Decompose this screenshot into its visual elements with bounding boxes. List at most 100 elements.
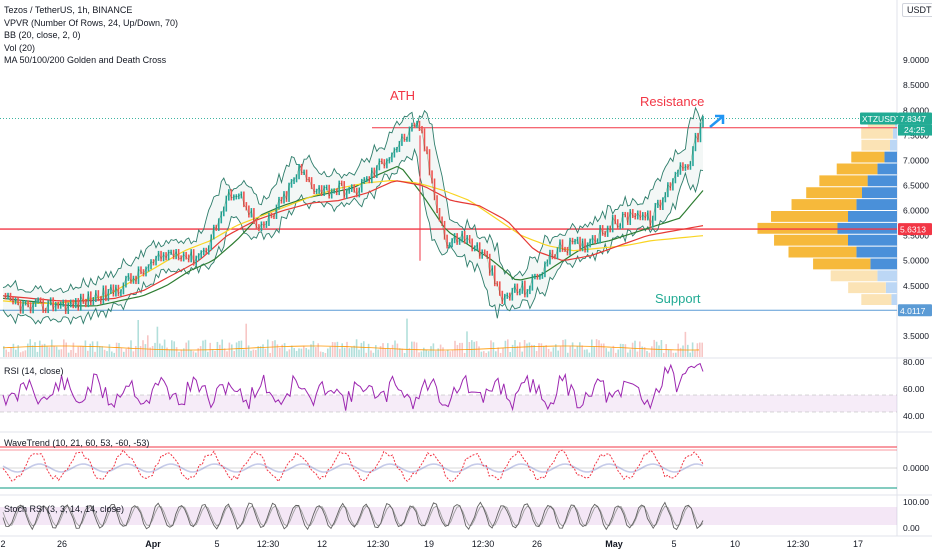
volume-bar [439,344,442,357]
volume-bar [43,343,46,357]
volume-bar [24,350,27,357]
rsi-pane-label[interactable]: RSI (14, close) [4,366,64,376]
volume-bar [372,352,375,357]
volume-bar [617,349,619,357]
volume-bar [550,351,552,357]
volume-bar [447,349,449,357]
volume-bar [593,346,595,357]
volume-bar [27,343,29,357]
volume-bar [75,352,77,357]
volume-bar [202,340,204,357]
volume-bar [77,346,79,357]
price-line [2,118,704,313]
volume-bar [485,352,487,357]
volume-bar [653,339,655,357]
volume-bar [444,350,447,357]
volume-bar [15,349,17,357]
legend-indicator[interactable]: BB (20, close, 2, 0) [4,30,81,40]
vp-up-bar [837,222,897,234]
volume-bar [70,349,72,357]
volume-bar [63,339,65,357]
legend-indicator[interactable]: Vol (20) [4,42,36,53]
time-tick-label: 10 [730,539,740,549]
vp-down-bar [861,294,892,305]
volume-bar [430,346,432,357]
volume-bar [151,345,154,357]
volume-bar [355,339,358,357]
volume-bar [113,352,115,357]
volume-bar [581,345,583,357]
stoch-pane-label[interactable]: Stoch RSI (3, 3, 14, 14, close) [4,504,125,514]
vp-up-bar [848,211,897,222]
volume-bar [343,347,346,357]
vp-up-bar [856,199,897,210]
volume-bar [586,349,588,357]
volume-bar [288,349,291,357]
volume-bar [363,341,365,357]
stoch-tick-label: 100.00 [903,497,929,507]
volume-bar [281,344,283,357]
volume-bar [687,344,689,357]
volume-bar [341,343,343,357]
wavetrend-signal [2,463,704,473]
volume-bar [521,351,523,357]
volume-bar [329,346,331,357]
vp-down-bar [813,258,871,270]
volume-bar [82,346,84,357]
vp-down-bar [774,234,848,246]
legend-indicator[interactable]: MA 50/100/200 Golden and Death Cross [4,55,167,65]
volume-bar [507,339,509,357]
volume-bar [689,352,691,357]
stoch-tick-label: 0.00 [903,523,920,533]
volume-bar [555,344,557,357]
volume-bar [552,347,555,357]
volume-bar [171,340,173,357]
resistance-price-tag: 5.6313 [900,225,926,235]
volume-bar [595,339,598,357]
volume-bar [10,347,12,357]
volume-bar [192,351,195,357]
volume-bar [197,348,199,357]
legend-indicator[interactable]: VPVR (Number Of Rows, 24, Up/Down, 70) [4,17,179,28]
volume-bar [610,348,612,357]
currency-badge[interactable]: USDT [902,3,932,17]
time-tick-label: Apr [145,539,161,549]
volume-bar [463,352,466,357]
ma100-line [2,179,704,304]
ma50-line [2,165,704,307]
volume-bar [147,335,149,357]
volume-bar [257,346,259,357]
volume-bar [103,349,106,357]
volume-bar [87,350,89,357]
volume-bar [466,331,468,357]
volume-bar [382,343,384,357]
volume-bar [540,343,543,357]
time-tick-label: 12:30 [367,539,390,549]
vp-down-bar [851,151,885,163]
volume-bar [250,350,252,357]
volume-bar [336,341,339,357]
price-tick-label: 9.0000 [903,55,929,65]
time-tick-label: 12:30 [472,539,495,549]
volume-bar [588,352,591,357]
volume-bar [384,348,387,357]
volume-bar [207,351,209,357]
volume-bar [651,346,653,357]
volume-bar [509,352,511,357]
wavetrend-pane-label[interactable]: WaveTrend (10, 21, 60, 53, -60, -53) [4,438,150,448]
time-tick-label: 12:30 [787,539,810,549]
volume-bar [226,351,228,357]
volume-bar [46,346,48,357]
volume-bar [675,352,677,357]
price-tick-label: 8.0000 [903,105,929,115]
volume-bar [389,348,391,357]
volume-bar [615,352,617,357]
rsi-tick-label: 80.00 [903,357,925,367]
volume-bar [267,339,269,357]
vp-down-bar [848,282,886,294]
rsi-band [0,395,897,412]
volume-bar [629,349,631,357]
vp-up-bar [877,163,897,175]
volume-bar [221,339,223,357]
